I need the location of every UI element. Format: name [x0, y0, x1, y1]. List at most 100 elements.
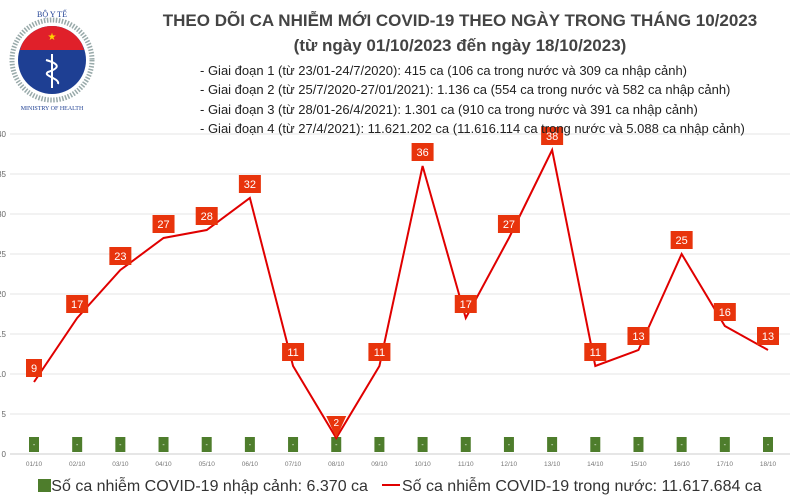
x-tick-label: 16/10 — [674, 461, 691, 468]
chart-subtitle: (từ ngày 01/10/2023 đến ngày 18/10/2023) — [293, 36, 627, 55]
data-label: 11 — [374, 347, 385, 359]
data-label: 13 — [632, 331, 644, 343]
bar-label: - — [594, 442, 597, 449]
data-label-box — [66, 295, 89, 313]
y-tick-label: 0 — [2, 450, 7, 459]
bar-label: - — [119, 442, 122, 449]
y-tick-label: 25 — [0, 250, 7, 259]
bar-label: - — [637, 442, 640, 449]
bar-label: - — [33, 442, 36, 449]
bar-imported — [547, 437, 558, 452]
bar-label: - — [767, 442, 770, 449]
data-label-box — [368, 343, 391, 361]
data-label-box — [627, 327, 650, 345]
bar-label: - — [680, 442, 683, 449]
bar-imported — [676, 437, 687, 452]
data-label-box — [282, 343, 305, 361]
bar-imported — [72, 437, 83, 452]
x-tick-label: 11/10 — [458, 461, 474, 468]
x-tick-label: 02/10 — [69, 461, 86, 468]
bar-label: - — [378, 442, 381, 449]
legend-item-imported: Số ca nhiễm COVID-19 nhập cảnh: 6.370 ca — [38, 478, 368, 496]
bar-label: - — [508, 442, 511, 449]
bar-label: - — [249, 442, 252, 449]
x-tick-label: 12/10 — [501, 461, 518, 468]
data-label: 28 — [201, 211, 213, 223]
bar-imported — [719, 437, 730, 452]
x-tick-label: 14/10 — [587, 461, 604, 468]
x-tick-label: 03/10 — [112, 461, 129, 468]
x-tick-label: 07/10 — [285, 461, 302, 468]
bar-imported — [115, 437, 126, 452]
notes: - Giai đoạn 1 (từ 23/01-24/7/2020): 415 … — [200, 61, 745, 138]
note-line: - Giai đoạn 2 (từ 25/7/2020-27/01/2021):… — [200, 82, 731, 98]
data-label: 25 — [676, 235, 688, 247]
bar-imported — [374, 437, 385, 452]
note-line: - Giai đoạn 1 (từ 23/01-24/7/2020): 415 … — [200, 63, 688, 78]
data-label: 2 — [333, 418, 339, 429]
data-label: 27 — [157, 219, 169, 231]
x-tick-label: 17/10 — [717, 461, 734, 468]
data-label-box — [26, 359, 42, 377]
y-tick-label: 30 — [0, 210, 7, 219]
bar-imported — [763, 437, 773, 452]
data-label: 27 — [503, 219, 515, 231]
y-tick-label: 10 — [0, 370, 7, 379]
data-label: 17 — [460, 299, 472, 311]
svg-text:★: ★ — [48, 32, 57, 43]
data-label: 11 — [590, 347, 601, 359]
x-tick-label: 05/10 — [199, 461, 216, 468]
note-line: - Giai đoạn 3 (từ 28/01-26/4/2021): 1.30… — [200, 101, 698, 117]
legend-item-domestic: Số ca nhiễm COVID-19 trong nước: 11.617.… — [381, 478, 762, 496]
data-label-box — [757, 327, 779, 345]
bar-imported — [331, 437, 342, 452]
data-label: 23 — [114, 251, 126, 263]
y-tick-label: 40 — [0, 130, 7, 139]
bar-label: - — [292, 442, 295, 449]
data-label-box — [584, 343, 607, 361]
x-tick-label: 10/10 — [414, 461, 431, 468]
svg-text:BỘ Y TẾ: BỘ Y TẾ — [37, 9, 67, 19]
x-tick-label: 01/10 — [26, 461, 43, 468]
data-label-box — [497, 215, 520, 233]
data-label-box — [109, 247, 132, 265]
legend-swatch-icon — [38, 479, 52, 492]
data-label-box — [238, 175, 261, 193]
data-label: 36 — [416, 147, 428, 159]
data-label-box — [541, 127, 564, 145]
logo: ★ BỘ Y TẾ MINISTRY OF HEALTH — [9, 9, 95, 112]
bar-label: - — [551, 442, 554, 449]
data-label: 17 — [71, 299, 83, 311]
data-label-pointer — [326, 416, 347, 438]
bar-imported — [590, 437, 601, 452]
bar-label: - — [76, 442, 79, 449]
x-tick-label: 18/10 — [760, 461, 777, 468]
data-label-box — [713, 303, 736, 321]
data-label-box — [152, 215, 175, 233]
data-label: 11 — [287, 347, 298, 359]
bar-imported — [201, 437, 212, 452]
x-tick-label: 08/10 — [328, 461, 345, 468]
data-label-box — [195, 207, 218, 225]
bar-label: - — [335, 442, 338, 449]
bar-imported — [158, 437, 169, 452]
bar-imported — [460, 437, 471, 452]
data-label-box — [670, 231, 693, 249]
bar-label: - — [465, 442, 468, 449]
bar-imported — [503, 437, 514, 452]
bar-imported — [633, 437, 644, 452]
x-tick-label: 13/10 — [544, 461, 561, 468]
y-tick-label: 35 — [0, 170, 7, 179]
data-label: 32 — [244, 179, 256, 191]
x-tick-label: 09/10 — [371, 461, 388, 468]
data-label: 13 — [762, 331, 774, 343]
data-label-box — [411, 143, 434, 161]
y-tick-label: 20 — [0, 290, 7, 299]
chart-title: THEO DÕI CA NHIỄM MỚI COVID-19 THEO NGÀY… — [162, 11, 758, 30]
data-label: 16 — [719, 307, 731, 319]
data-label: 9 — [31, 363, 37, 375]
bar-label: - — [206, 442, 209, 449]
note-line: - Giai đoạn 4 (từ 27/4/2021): 11.621.202… — [200, 120, 745, 136]
svg-text:MINISTRY OF HEALTH: MINISTRY OF HEALTH — [21, 106, 84, 112]
